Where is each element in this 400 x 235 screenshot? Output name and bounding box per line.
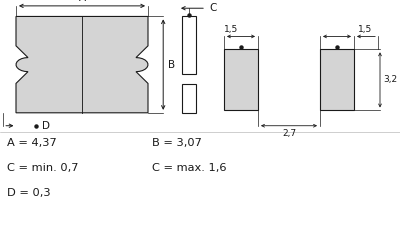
Text: C: C xyxy=(209,3,216,13)
Text: A: A xyxy=(78,0,86,3)
Bar xyxy=(182,16,196,74)
Text: C = max. 1,6: C = max. 1,6 xyxy=(152,163,226,173)
Text: 2,7: 2,7 xyxy=(282,129,296,137)
Text: B = 3,07: B = 3,07 xyxy=(152,138,202,148)
Text: C = min. 0,7: C = min. 0,7 xyxy=(7,163,79,173)
Text: D = 0,3: D = 0,3 xyxy=(7,188,51,198)
Text: D: D xyxy=(42,121,50,131)
Text: A = 4,37: A = 4,37 xyxy=(7,138,57,148)
Text: 1,5: 1,5 xyxy=(224,25,238,34)
Text: 3,2: 3,2 xyxy=(383,75,397,84)
Bar xyxy=(320,49,354,110)
Polygon shape xyxy=(16,16,148,113)
Text: 1,5: 1,5 xyxy=(358,25,372,34)
Text: B: B xyxy=(168,60,175,70)
Bar xyxy=(224,49,258,110)
Bar xyxy=(182,84,196,113)
